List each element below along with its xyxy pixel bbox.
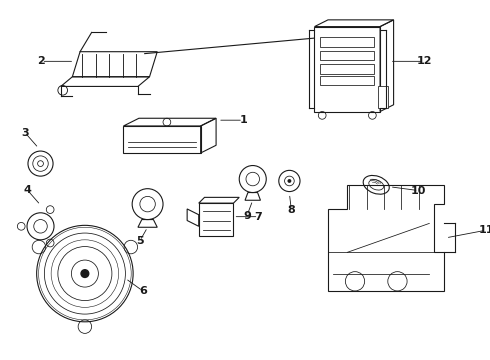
FancyBboxPatch shape (320, 51, 374, 60)
FancyBboxPatch shape (378, 86, 388, 108)
Text: 9: 9 (243, 211, 251, 221)
Text: 4: 4 (23, 185, 31, 195)
Text: 11: 11 (478, 225, 490, 235)
Text: 6: 6 (139, 286, 147, 296)
Text: 10: 10 (411, 186, 426, 195)
Circle shape (81, 270, 89, 278)
Text: 7: 7 (255, 212, 263, 222)
FancyBboxPatch shape (199, 203, 233, 236)
Text: 2: 2 (38, 57, 46, 66)
Circle shape (288, 179, 292, 183)
Text: 3: 3 (21, 128, 29, 138)
Text: 5: 5 (136, 236, 144, 246)
FancyBboxPatch shape (320, 37, 374, 47)
FancyBboxPatch shape (320, 64, 374, 74)
Text: 12: 12 (416, 57, 432, 66)
Text: 1: 1 (239, 115, 247, 125)
Text: 8: 8 (288, 205, 295, 215)
FancyBboxPatch shape (320, 76, 374, 85)
